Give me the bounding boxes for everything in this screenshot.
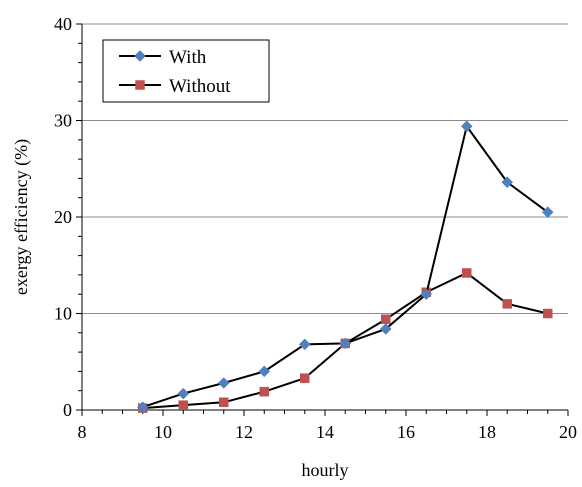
data-point-with bbox=[379, 323, 392, 335]
data-point-with bbox=[177, 387, 190, 400]
data-point-without bbox=[462, 268, 472, 278]
x-tick-label: 20 bbox=[559, 422, 577, 442]
legend-marker-without bbox=[135, 80, 145, 90]
data-point-without bbox=[300, 373, 310, 383]
data-point-with bbox=[339, 337, 352, 350]
legend-marker-with bbox=[134, 50, 146, 62]
legend-label-without: Without bbox=[169, 76, 231, 97]
series-with bbox=[136, 120, 554, 413]
data-point-with bbox=[541, 206, 554, 219]
series-layer bbox=[136, 120, 554, 413]
x-tick-label: 10 bbox=[154, 422, 172, 442]
data-point-with bbox=[460, 120, 473, 133]
data-point-with bbox=[258, 365, 271, 378]
data-point-without bbox=[178, 400, 188, 410]
data-point-without bbox=[543, 308, 553, 319]
gridlines bbox=[82, 23, 568, 314]
legend: With Without bbox=[102, 39, 270, 103]
y-axis-title: exergy efficiency (%) bbox=[11, 139, 32, 295]
data-point-without bbox=[502, 299, 512, 309]
legend-label-with: With bbox=[169, 47, 207, 68]
data-point-with bbox=[501, 176, 514, 189]
legend-box bbox=[102, 39, 270, 103]
y-tick-label: 30 bbox=[54, 111, 72, 131]
data-point-without bbox=[259, 386, 269, 397]
data-point-with bbox=[298, 338, 311, 351]
x-tick-label: 18 bbox=[478, 422, 496, 442]
y-tick-label: 10 bbox=[54, 304, 72, 324]
data-point-without bbox=[219, 397, 229, 408]
x-tick-label: 12 bbox=[235, 422, 253, 442]
y-tick-label: 40 bbox=[54, 14, 72, 34]
data-point-with bbox=[217, 377, 230, 389]
data-point-with bbox=[420, 288, 433, 301]
axes: 0 10 20 30 40 8 10 12 14 16 18 20 bbox=[54, 14, 577, 442]
y-tick-label: 20 bbox=[54, 207, 72, 227]
y-tick-label: 0 bbox=[63, 400, 72, 420]
data-point-without bbox=[381, 314, 391, 325]
x-axis-title: hourly bbox=[302, 460, 349, 480]
x-tick-label: 16 bbox=[397, 422, 415, 442]
data-point-with bbox=[136, 401, 149, 413]
x-tick-label: 14 bbox=[316, 422, 334, 442]
x-tick-label: 8 bbox=[78, 422, 87, 442]
